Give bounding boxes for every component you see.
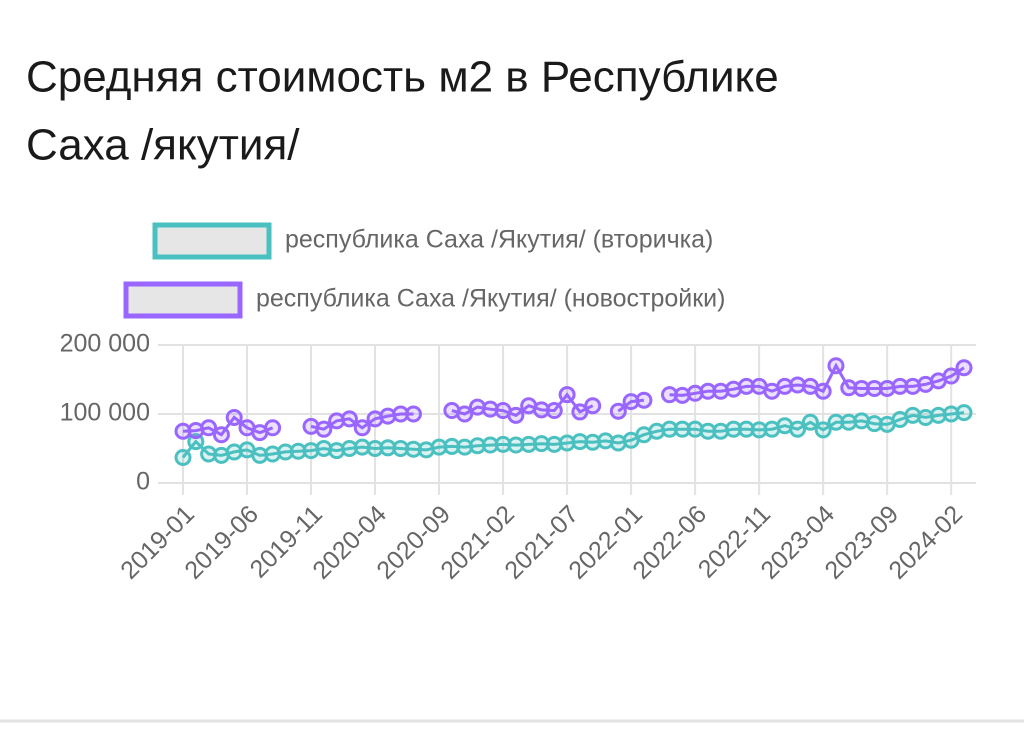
data-point — [174, 448, 192, 466]
data-point — [507, 406, 525, 424]
chart-title: Саха /якутия/ — [26, 121, 300, 170]
data-point — [212, 426, 230, 444]
legend-swatch — [152, 222, 272, 260]
y-tick-label: 0 — [136, 468, 150, 496]
data-point — [955, 359, 973, 377]
data-point — [584, 397, 602, 415]
data-point — [456, 405, 474, 423]
chart-title: Средняя стоимость м2 в Республике — [26, 53, 779, 102]
y-tick-label: 100 000 — [60, 399, 150, 427]
legend-label: республика Саха /Якутия/ (вторичка) — [285, 226, 713, 254]
data-point — [635, 391, 653, 409]
data-point — [353, 419, 371, 437]
data-point — [264, 419, 282, 437]
legend-label: республика Саха /Якутия/ (новостройки) — [256, 285, 725, 313]
data-point — [801, 413, 819, 431]
data-point — [942, 367, 960, 385]
data-point — [315, 420, 333, 438]
data-point — [340, 410, 358, 428]
data-point — [200, 419, 218, 437]
y-tick-label: 200 000 — [60, 330, 150, 358]
data-point — [225, 408, 243, 426]
data-point — [814, 421, 832, 439]
data-point — [789, 420, 807, 438]
data-point — [814, 382, 832, 400]
data-point — [827, 357, 845, 375]
data-point — [558, 386, 576, 404]
data-point — [955, 404, 973, 422]
data-point — [404, 405, 422, 423]
data-point — [545, 402, 563, 420]
legend-swatch — [123, 281, 243, 319]
data-point — [609, 402, 627, 420]
